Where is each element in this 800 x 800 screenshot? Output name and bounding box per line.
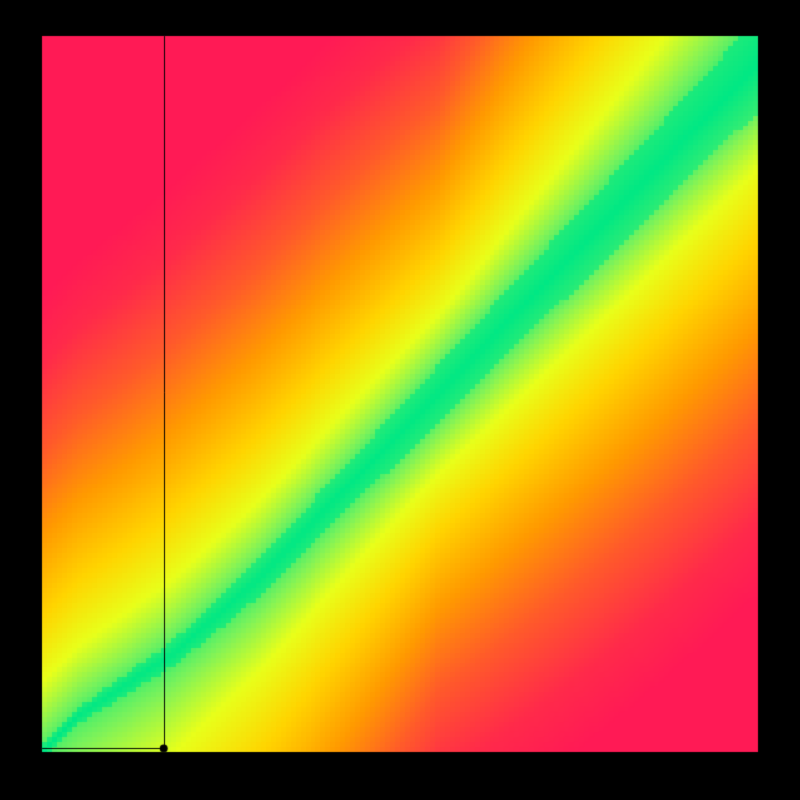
figure-container: TheBottleneck.com bbox=[0, 0, 800, 800]
plot-area bbox=[0, 0, 800, 800]
crosshair-overlay[interactable] bbox=[0, 0, 800, 800]
